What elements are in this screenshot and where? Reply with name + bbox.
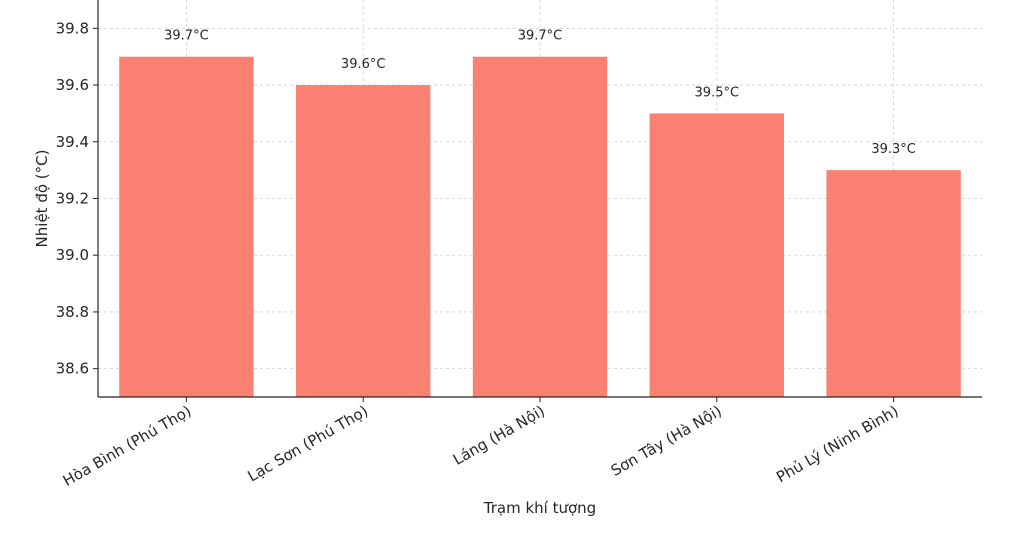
bar <box>826 170 961 397</box>
bar-value-label: 39.7°C <box>518 29 563 44</box>
data-labels: 39.7°C 39.6°C 39.7°C 39.5°C 39.3°C <box>164 29 916 157</box>
bar-value-label: 39.6°C <box>341 57 386 72</box>
bar-value-label: 39.7°C <box>164 29 209 44</box>
bar <box>119 56 254 397</box>
y-tick-label: 38.6 <box>56 360 89 378</box>
y-tick-label: 39.0 <box>56 246 89 264</box>
x-axis-label: Trạm khí tượng <box>483 499 596 517</box>
bar-value-label: 39.5°C <box>695 85 740 100</box>
x-tick-label: Hòa Bình (Phú Thọ) <box>60 402 195 490</box>
bar-value-label: 39.3°C <box>871 142 916 157</box>
x-tick-label: Phủ Lý (Ninh Bình) <box>773 402 901 486</box>
bar <box>472 56 608 397</box>
y-axis-label: Nhiệt độ (°C) <box>33 150 51 248</box>
bars <box>119 56 961 398</box>
x-tick-label: Láng (Hà Nội) <box>450 402 548 469</box>
y-ticks: 38.6 38.8 39.0 39.2 39.4 39.6 39.8 <box>56 19 98 378</box>
y-tick-label: 39.6 <box>56 76 89 94</box>
bar <box>296 85 431 398</box>
y-tick-label: 39.2 <box>56 190 89 208</box>
x-tick-label: Sơn Tây (Hà Nội) <box>608 402 725 480</box>
bar <box>649 113 784 397</box>
y-tick-label: 39.4 <box>56 133 89 151</box>
y-tick-label: 38.8 <box>56 303 89 321</box>
x-ticks: Hòa Bình (Phú Thọ) Lạc Sơn (Phú Thọ) Láng … <box>60 397 902 490</box>
x-tick-label: Lạc Sơn (Phú Thọ) <box>244 402 371 486</box>
y-tick-label: 39.8 <box>56 19 89 37</box>
